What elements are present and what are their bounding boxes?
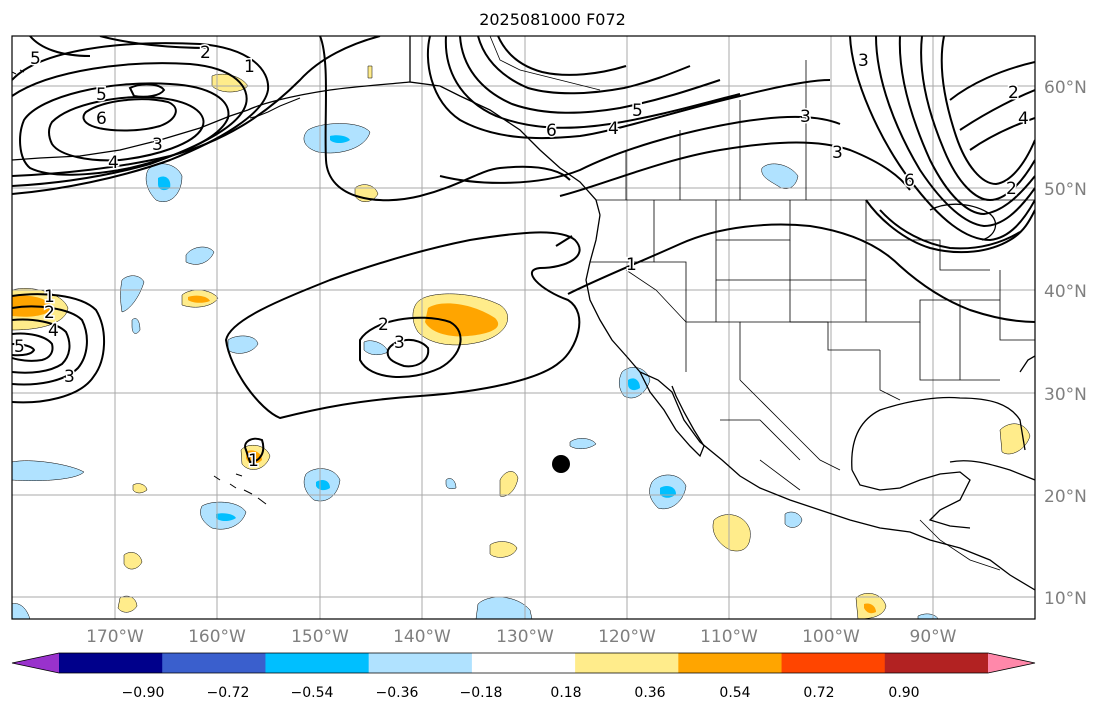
colorbar-segment xyxy=(678,653,783,673)
colorbar-tick-label: 0.90 xyxy=(888,685,919,701)
colorbar-segment xyxy=(781,653,886,673)
colorbar-segment xyxy=(162,653,266,673)
contour-label: 2 xyxy=(378,315,389,335)
colorbar-tick-label: 0.36 xyxy=(634,685,665,701)
contour-label: 5 xyxy=(96,85,107,105)
lat-label: 50°N xyxy=(1044,180,1087,200)
coastlines xyxy=(12,36,1035,591)
location-marker xyxy=(552,455,570,473)
colorbar-tick-label: 0.18 xyxy=(550,685,581,701)
contour-label: 5 xyxy=(30,49,41,69)
lat-label: 60°N xyxy=(1044,78,1087,98)
contour-label: 3 xyxy=(394,333,405,353)
colorbar-tick-label: −0.54 xyxy=(291,685,334,701)
contour-label: 4 xyxy=(608,119,619,139)
colorbar-segment xyxy=(59,653,163,673)
lon-label: 170°W xyxy=(86,627,144,647)
contour-label: 2 xyxy=(1006,179,1017,199)
latitude-labels: 60°N 50°N 40°N 30°N 20°N 10°N xyxy=(1044,78,1087,609)
colorbar-segment xyxy=(575,653,679,673)
lon-label: 90°W xyxy=(910,627,957,647)
map-frame xyxy=(11,35,1036,620)
lon-label: 110°W xyxy=(700,627,758,647)
colorbar-tick-label: 0.54 xyxy=(719,685,750,701)
colorbar-tick-label: −0.90 xyxy=(122,685,165,701)
lat-label: 10°N xyxy=(1044,589,1087,609)
contour-label: 6 xyxy=(546,121,557,141)
lon-label: 100°W xyxy=(802,627,860,647)
contour-label: 6 xyxy=(96,109,107,129)
contour-label: 2 xyxy=(44,303,55,323)
map-title: 2025081000 F072 xyxy=(479,10,626,29)
contour-label: 4 xyxy=(48,321,59,341)
contour-label: 6 xyxy=(904,171,915,191)
lon-label: 150°W xyxy=(291,627,349,647)
contour-label: 3 xyxy=(832,143,843,163)
contour-labels: 5 2 1 5 6 4 3 1 2 4 5 3 2 3 1 6 4 5 3 3 … xyxy=(13,42,1031,473)
lon-label: 160°W xyxy=(188,627,246,647)
contour-label: 5 xyxy=(14,337,25,357)
lon-label: 130°W xyxy=(496,627,554,647)
contour-label: 3 xyxy=(800,107,811,127)
contour-label: 5 xyxy=(632,101,643,121)
colorbar-tick-label: −0.72 xyxy=(207,685,250,701)
lon-label: 120°W xyxy=(598,627,656,647)
colorbar-segment xyxy=(368,653,473,673)
lat-label: 40°N xyxy=(1044,282,1087,302)
colorbar-tick-label: −0.36 xyxy=(376,685,419,701)
colorbar-outline xyxy=(11,652,1036,674)
colorbar-extend-min xyxy=(12,653,59,673)
lat-label: 20°N xyxy=(1044,487,1087,507)
colorbar-tick-label: −0.18 xyxy=(460,685,503,701)
contour-label: 1 xyxy=(44,287,55,307)
political-borders xyxy=(489,36,1035,571)
colorbar-segment xyxy=(265,653,370,673)
graticule xyxy=(12,36,1035,619)
contour-label: 2 xyxy=(200,43,211,63)
contour-label: 4 xyxy=(1018,109,1029,129)
colorbar-segment xyxy=(884,653,989,673)
contour-label: 3 xyxy=(64,367,75,387)
contour-label: 3 xyxy=(152,135,163,155)
colorbar-tick-label: 0.72 xyxy=(803,685,834,701)
colorbar-labels: −0.90 −0.72 −0.54 −0.36 −0.18 0.18 0.36 … xyxy=(122,685,920,701)
lat-label: 30°N xyxy=(1044,385,1087,405)
contour-label: 3 xyxy=(858,51,869,71)
contour-lines xyxy=(12,36,1035,464)
longitude-labels: 170°W 160°W 150°W 140°W 130°W 120°W 110°… xyxy=(86,627,957,647)
contour-label: 2 xyxy=(1008,83,1019,103)
colorbar xyxy=(11,652,1036,674)
contour-label: 1 xyxy=(248,451,259,471)
contour-label: 1 xyxy=(626,255,637,275)
colorbar-extend-max xyxy=(988,653,1035,673)
colorbar-segment xyxy=(471,653,576,673)
contour-label: 4 xyxy=(108,153,119,173)
contour-label: 1 xyxy=(244,57,255,77)
lon-label: 140°W xyxy=(393,627,451,647)
